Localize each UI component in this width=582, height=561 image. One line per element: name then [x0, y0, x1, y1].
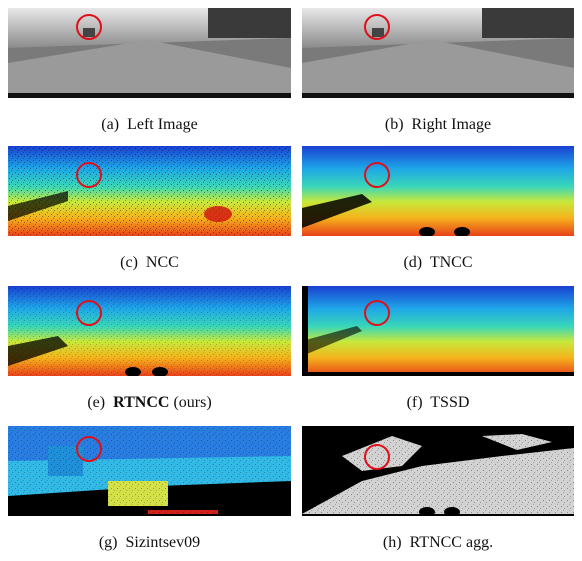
caption-b: (b) Right Image — [384, 116, 492, 133]
highlight-circle — [364, 14, 390, 40]
highlight-circle — [364, 300, 390, 326]
panel-c: (c) NCC — [8, 146, 291, 271]
caption-d: (d) TNCC — [403, 254, 473, 271]
panel-a: (a) Left Image — [8, 8, 291, 133]
sizintsev09-disparity-map — [8, 426, 291, 516]
caption-h: (h) RTNCC agg. — [382, 534, 494, 551]
highlight-circle — [76, 300, 102, 326]
highlight-circle — [364, 162, 390, 188]
caption-a: (a) Left Image — [101, 116, 198, 133]
panel-g: (g) Sizintsev09 — [8, 426, 291, 551]
panel-d: (d) TNCC — [302, 146, 574, 271]
left-image — [8, 8, 291, 98]
highlight-circle — [76, 14, 102, 40]
panel-e: (e) RTNCC (ours) — [8, 286, 291, 411]
caption-e: (e) RTNCC (ours) — [87, 394, 212, 411]
caption-f: (f) TSSD — [406, 394, 470, 411]
panel-f: (f) TSSD — [302, 286, 574, 411]
right-image — [302, 8, 574, 98]
panel-h: (h) RTNCC agg. — [302, 426, 574, 551]
caption-c: (c) NCC — [120, 254, 179, 271]
rtncc-aggregation-mask — [302, 426, 574, 516]
caption-g: (g) Sizintsev09 — [98, 534, 201, 551]
ncc-disparity-map — [8, 146, 291, 236]
tssd-disparity-map — [302, 286, 574, 376]
tncc-disparity-map — [302, 146, 574, 236]
rtncc-disparity-map — [8, 286, 291, 376]
panel-b: (b) Right Image — [302, 8, 574, 133]
highlight-circle — [76, 436, 102, 462]
highlight-circle — [76, 162, 102, 188]
highlight-circle — [364, 444, 390, 470]
